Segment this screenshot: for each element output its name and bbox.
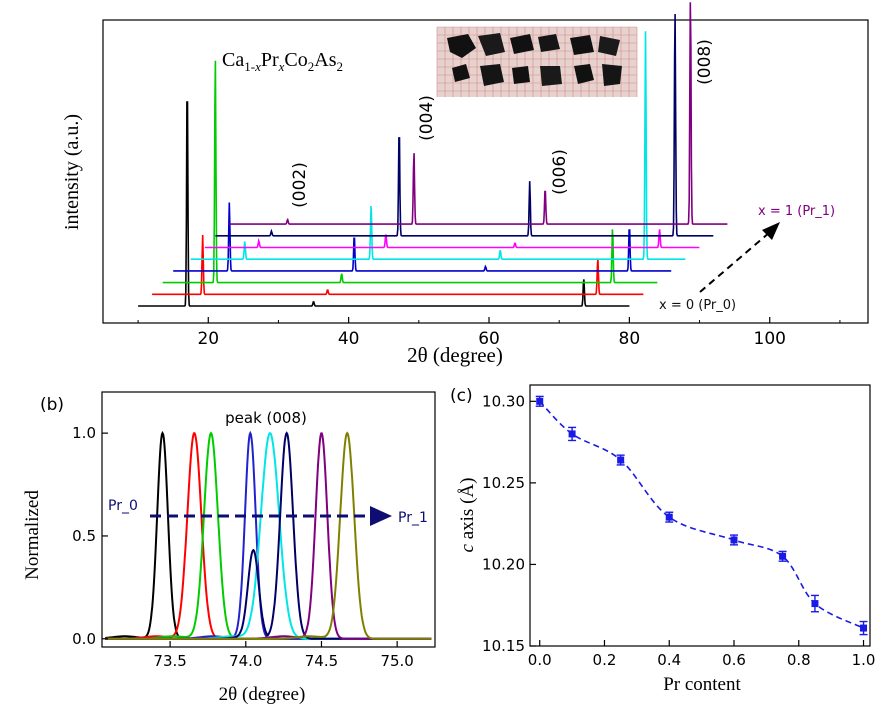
data-point-4 — [730, 536, 738, 544]
panel-b-frame — [101, 391, 436, 648]
panel-c-x-tick-label-0: 0.0 — [528, 651, 552, 669]
panel-a-series — [138, 2, 728, 307]
panel-b-y-axis-label: Normalized — [22, 490, 43, 580]
panel-a-x-ticks: 20 40 60 80 100 — [137, 317, 841, 349]
panel-c-ticks: 0.0 0.2 0.4 0.6 0.8 1.0 10.15 10.20 10.25 10.30 — [482, 392, 875, 669]
data-point-2 — [617, 456, 625, 464]
peak-label-3: (008) — [695, 39, 715, 85]
panel-c-x-axis-label: Pr content — [663, 674, 741, 695]
peak-008-profile-7 — [105, 431, 432, 640]
xrd-pattern-7 — [229, 2, 728, 225]
panel-b-x-axis-label: 2θ (degree) — [219, 684, 306, 705]
compound-formula: Ca1-xPrxCo2As2 — [222, 49, 343, 74]
panel-c-y-tick-label-2: 10.25 — [482, 474, 525, 492]
xrd-pattern-6 — [215, 13, 714, 237]
panel-c: (c) 0.0 0.2 0.4 0.6 0.8 1.0 10.15 10.20 10.25 10.… — [450, 384, 875, 695]
peak-008-profile-5 — [105, 431, 432, 640]
xrd-pattern-2 — [162, 60, 658, 284]
panel-a-x-tick-label-2: 60 — [478, 329, 500, 349]
panel-a-x-tick-label-1: 40 — [338, 329, 360, 349]
annotation-x0: x = 0 (Pr_0) — [659, 298, 736, 313]
crystal-photo-inset — [436, 26, 638, 97]
arrow-label-right: Pr_1 — [398, 510, 428, 526]
data-point-3 — [665, 513, 673, 521]
panel-a-x-tick-label-4: 100 — [754, 329, 786, 349]
peak-label-1: (004) — [417, 95, 437, 141]
data-point-7 — [860, 624, 868, 632]
panel-c-y-tick-label-1: 10.20 — [482, 555, 525, 573]
panel-c-x-tick-label-2: 0.4 — [657, 651, 681, 669]
xrd-pattern-3 — [173, 202, 672, 272]
panel-a-x-axis-label: 2θ (degree) — [407, 343, 503, 367]
panel-c-x-tick-label-3: 0.6 — [722, 651, 746, 669]
panel-a-y-axis-label: intensity (a.u.) — [61, 114, 83, 230]
peak-008-profile-6 — [105, 432, 432, 640]
peak-008-profile-4 — [105, 432, 432, 640]
panel-c-x-tick-label-5: 1.0 — [852, 651, 876, 669]
panel-b-label: (b) — [40, 395, 64, 415]
peak-008-profile-2 — [105, 431, 432, 640]
panel-a-x-tick-label-3: 80 — [619, 329, 641, 349]
panel-b-title: peak (008) — [225, 409, 307, 427]
panel-b-series — [105, 430, 432, 640]
data-point-1 — [568, 430, 576, 438]
data-point-5 — [779, 552, 787, 560]
panel-c-y-tick-label-3: 10.30 — [482, 392, 525, 410]
panel-b-x-tick-label-0: 73.5 — [153, 652, 186, 670]
panel-c-x-tick-label-4: 0.8 — [787, 651, 811, 669]
xrd-pattern-0 — [138, 101, 630, 307]
composition-arrow — [699, 231, 771, 293]
arrow-label-left: Pr_0 — [108, 498, 138, 514]
panel-a-peak-labels: (002) (004) (006) (008) — [290, 39, 715, 208]
panel-c-frame — [529, 384, 871, 647]
panel-b-y-tick-label-1: 0.5 — [72, 527, 96, 545]
panel-b-y-tick-label-0: 0.0 — [72, 630, 96, 648]
peak-008-profile-1 — [105, 432, 432, 640]
composition-arrow-head — [762, 222, 780, 240]
peak-label-0: (002) — [290, 162, 310, 208]
panel-c-series — [535, 395, 868, 636]
data-point-0 — [536, 397, 544, 405]
panel-c-x-tick-label-1: 0.2 — [593, 651, 617, 669]
panel-c-label: (c) — [450, 386, 473, 406]
panel-b-x-tick-label-2: 74.5 — [305, 652, 338, 670]
panel-a: 20 40 60 80 100 2θ (degree) intensity (a.u.)… — [61, 2, 869, 367]
panel-a-frame — [102, 19, 869, 324]
xrd-pattern-4 — [190, 31, 686, 261]
annotation-x1: x = 1 (Pr_1) — [758, 204, 835, 219]
panel-b: (b) 73.5 74.0 74.5 75.0 0.0 0.5 1.0 peak (008)… — [22, 391, 436, 705]
xrd-pattern-1 — [152, 234, 644, 296]
xrd-pattern-5 — [204, 229, 700, 249]
peak-label-2: (006) — [550, 149, 570, 195]
panel-b-x-tick-label-1: 74.0 — [229, 652, 262, 670]
panel-b-arrow-head — [370, 506, 392, 526]
panel-b-y-tick-label-2: 1.0 — [72, 424, 96, 442]
data-point-6 — [811, 600, 819, 608]
panel-b-x-tick-label-3: 75.0 — [380, 652, 413, 670]
peak-008-profile-3 — [105, 430, 432, 640]
panel-b-ticks: 73.5 74.0 74.5 75.0 0.0 0.5 1.0 — [72, 424, 414, 670]
c-axis-trend-line — [539, 400, 864, 629]
panel-a-x-tick-label-0: 20 — [197, 329, 219, 349]
panel-c-y-axis-label: c axis (Å) — [457, 478, 478, 553]
peak-008-profile-0 — [105, 430, 432, 640]
panel-c-y-tick-label-0: 10.15 — [482, 637, 525, 655]
